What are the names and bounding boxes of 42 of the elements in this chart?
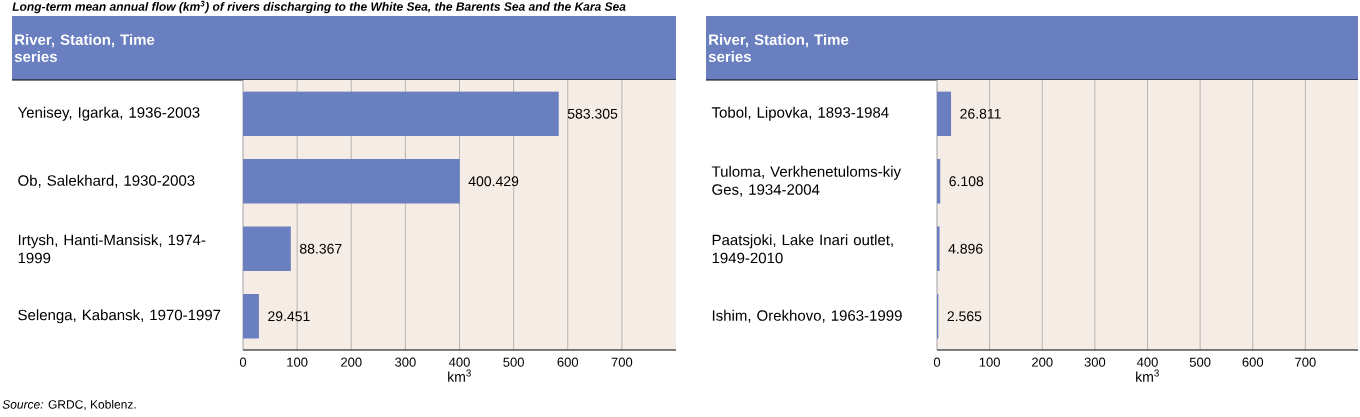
x-tick-label: 100 bbox=[287, 357, 308, 367]
x-tick-label: 400 bbox=[1136, 357, 1158, 367]
data-label: 29.451 bbox=[268, 311, 310, 322]
y-tick-label: Selenga, Kabansk, 1970-1997 bbox=[18, 309, 221, 324]
data-label: 6.108 bbox=[949, 176, 984, 187]
x-tick-label: 0 bbox=[933, 357, 941, 367]
bar bbox=[243, 226, 291, 272]
x-tick-label: 500 bbox=[1189, 357, 1211, 367]
data-label: 4.896 bbox=[948, 243, 983, 254]
y-tick-label: Paatsjoki, Lake Inari outlet, 1949-2010 bbox=[712, 234, 893, 264]
data-label: 400.429 bbox=[468, 176, 519, 187]
y-tick-label: Irtysh, Hanti-Mansisk, 1974-1999 bbox=[18, 234, 206, 264]
data-label: 88.367 bbox=[299, 243, 342, 254]
x-tick-label: 300 bbox=[1084, 357, 1106, 367]
x-axis-title: km$^{3}$ bbox=[1136, 369, 1159, 382]
bar bbox=[243, 293, 259, 339]
x-tick-label: 700 bbox=[1295, 357, 1316, 367]
x-tick-label: 200 bbox=[1032, 357, 1053, 367]
text: Source: GRDC, Koblenz. bbox=[2, 399, 136, 411]
y-tick-label: Ishim, Orekhovo, 1963-1999 bbox=[712, 309, 902, 323]
x-tick-label: 100 bbox=[979, 357, 1000, 367]
y-tick-label: Yenisey, Igarka, 1936-2003 bbox=[17, 106, 200, 121]
y-tick-label: Tobol, Lipovka, 1893-1984 bbox=[711, 106, 889, 121]
chart-title: Long-term mean annual flow (km$^{3}$) of rivers discharging to the White Sea, the Barents Sea and the Kara Sea bbox=[12, 0, 626, 14]
x-tick-label: 500 bbox=[503, 357, 524, 367]
data-label: 2.565 bbox=[947, 311, 982, 322]
bar bbox=[243, 158, 460, 204]
y-axis-title: River, Station, Time series bbox=[708, 33, 849, 62]
x-tick-label: 700 bbox=[611, 357, 633, 367]
y-tick-label: Ob, Salekhard, 1930-2003 bbox=[18, 174, 195, 188]
y-tick-label: Tuloma, Verkhenetuloms-kiy Ges, 1934-2004 bbox=[711, 165, 902, 197]
x-tick-label: 600 bbox=[1242, 357, 1264, 367]
data-label: 583.305 bbox=[567, 108, 618, 119]
x-tick-label: 200 bbox=[341, 357, 362, 367]
data-label: 26.811 bbox=[960, 108, 1001, 119]
x-axis-title: km$^{3}$ bbox=[448, 369, 471, 382]
x-tick-label: 600 bbox=[557, 357, 579, 367]
x-tick-label: 400 bbox=[448, 357, 470, 367]
x-tick-label: 0 bbox=[239, 357, 247, 367]
bar bbox=[243, 91, 559, 137]
x-tick-label: 300 bbox=[395, 357, 416, 367]
y-axis-title: River, Station, Time series bbox=[14, 33, 155, 62]
